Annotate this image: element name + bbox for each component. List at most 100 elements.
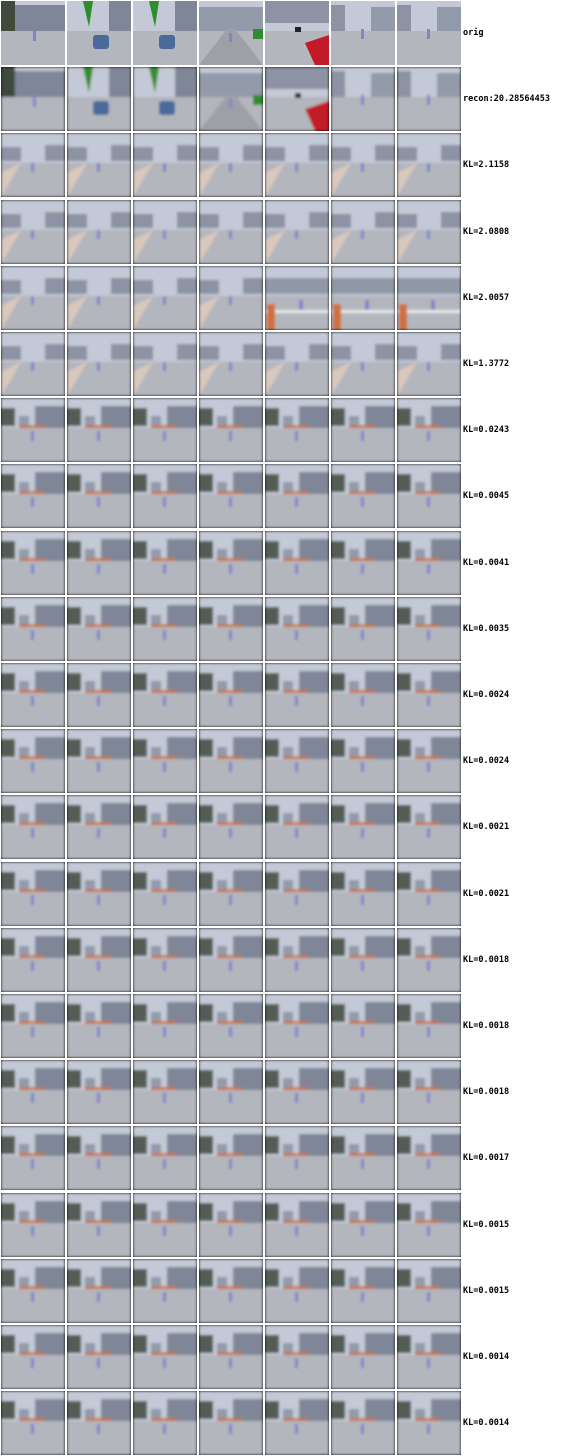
sample-image [133,795,197,859]
sample-image [133,1259,197,1323]
sample-image [331,729,395,793]
sample-image [265,200,329,264]
sample-image [133,994,197,1058]
traversal-row: KL=0.0041 [0,530,564,595]
sample-image [133,1193,197,1257]
sample-image [397,1259,461,1323]
row-label: KL=0.0018 [463,1087,510,1097]
sample-image [67,332,131,396]
sample-image [1,597,65,661]
sample-image [331,1060,395,1124]
sample-image [265,795,329,859]
sample-image [1,67,65,131]
sample-image [331,464,395,528]
sample-image [133,1060,197,1124]
sample-image [199,597,263,661]
sample-image [67,1259,131,1323]
sample-image [265,266,329,330]
sample-image [397,1325,461,1389]
traversal-row: KL=0.0045 [0,463,564,528]
sample-image [397,332,461,396]
sample-image [199,1193,263,1257]
row-label: KL=0.0024 [463,690,510,700]
sample-image [397,862,461,926]
sample-image [67,1193,131,1257]
sample-image [331,1325,395,1389]
traversal-row: KL=0.0024 [0,662,564,727]
traversal-row: KL=0.0014 [0,1390,564,1455]
traversal-row: KL=0.0024 [0,728,564,793]
sample-image [331,663,395,727]
sample-image [67,464,131,528]
row-label: KL=0.0041 [463,558,510,568]
sample-image [199,994,263,1058]
sample-image [397,729,461,793]
sample-image [67,862,131,926]
sample-image [1,332,65,396]
traversal-row: KL=2.0808 [0,199,564,264]
sample-image [199,795,263,859]
traversal-row: KL=0.0018 [0,927,564,992]
row-label: KL=0.0021 [463,822,510,832]
sample-image [199,729,263,793]
sample-image [67,1325,131,1389]
sample-image [1,1060,65,1124]
row-label: KL=0.0018 [463,1021,510,1031]
sample-image [1,531,65,595]
sample-image [331,266,395,330]
row-label: KL=1.3772 [463,359,510,369]
sample-image [1,862,65,926]
sample-image [67,1391,131,1455]
sample-image [397,663,461,727]
sample-image [1,266,65,330]
sample-image [199,928,263,992]
row-label: KL=0.0024 [463,756,510,766]
traversal-row: KL=0.0015 [0,1192,564,1257]
sample-image [397,928,461,992]
traversal-row: KL=1.3772 [0,331,564,396]
traversal-row: KL=2.0057 [0,265,564,330]
sample-image [199,67,263,131]
traversal-row: KL=0.0017 [0,1125,564,1190]
sample-image [397,133,461,197]
row-label: KL=2.1158 [463,160,510,170]
sample-image [199,200,263,264]
sample-image [133,862,197,926]
sample-image [331,795,395,859]
sample-image [265,398,329,462]
row-label: KL=0.0015 [463,1220,510,1230]
sample-image [331,531,395,595]
traversal-row: KL=0.0018 [0,1059,564,1124]
sample-image [67,663,131,727]
sample-image [265,729,329,793]
row-label: KL=0.0015 [463,1286,510,1296]
traversal-row: KL=0.0015 [0,1258,564,1323]
sample-image [133,597,197,661]
row-label: KL=0.0035 [463,624,510,634]
sample-image [199,332,263,396]
sample-image [133,729,197,793]
sample-image [1,200,65,264]
sample-image [199,266,263,330]
sample-image [133,928,197,992]
sample-image [133,398,197,462]
sample-image [265,663,329,727]
sample-image [265,133,329,197]
sample-image [199,1126,263,1190]
sample-image [1,133,65,197]
sample-image [67,1060,131,1124]
sample-image [265,862,329,926]
sample-image [1,1259,65,1323]
traversal-row: KL=0.0243 [0,397,564,462]
sample-image [397,1060,461,1124]
sample-image [67,531,131,595]
sample-image [265,1391,329,1455]
row-label: KL=0.0018 [463,955,510,965]
sample-image [331,200,395,264]
sample-image [199,1060,263,1124]
row-label: KL=2.0808 [463,227,510,237]
sample-image [397,398,461,462]
sample-image [199,464,263,528]
row-label: KL=0.0014 [463,1418,510,1428]
sample-image [133,1325,197,1389]
